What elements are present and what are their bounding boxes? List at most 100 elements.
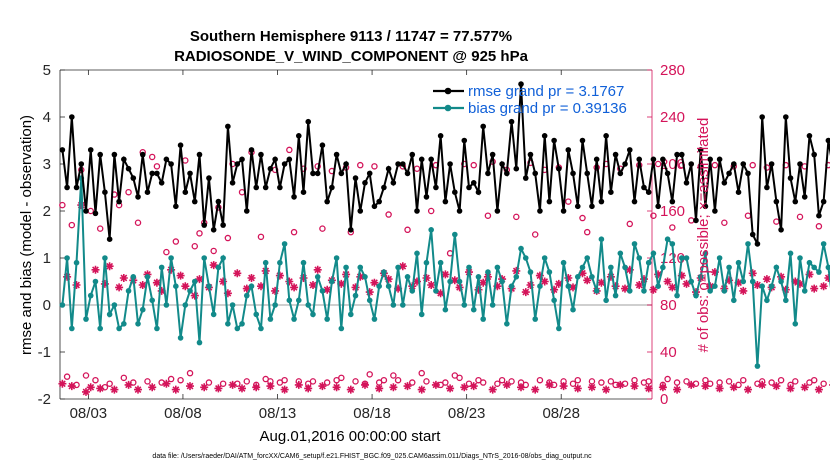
bias-point: [343, 264, 349, 271]
possible-point: [290, 228, 298, 236]
possible-point: [295, 378, 303, 385]
bias-point: [111, 302, 118, 308]
bias-point: [220, 255, 226, 261]
rmse-point: [64, 184, 70, 191]
rmse-point: [385, 165, 392, 172]
bias-point: [83, 316, 89, 322]
bias-point: [513, 274, 520, 280]
possible-point: [319, 225, 326, 232]
rmse-point: [816, 212, 822, 219]
possible-point: [148, 153, 156, 161]
left-y-tick-label: -2: [38, 391, 51, 408]
possible-point: [224, 234, 232, 242]
possible-point: [569, 380, 577, 387]
bias-point: [797, 255, 803, 261]
bias-point: [764, 297, 770, 304]
series-possible: [59, 146, 830, 391]
assimilated-point: [687, 380, 696, 389]
assimilated-point: [531, 385, 540, 394]
bias-point: [541, 255, 548, 261]
bias-point: [376, 283, 382, 290]
rmse-point: [149, 170, 156, 177]
bias-point: [64, 255, 70, 261]
rmse-point: [366, 170, 373, 177]
possible-point: [196, 230, 203, 237]
possible-point: [106, 380, 113, 387]
bias-point: [489, 302, 496, 308]
bias-point: [418, 311, 425, 318]
assimilated-point: [673, 385, 682, 394]
possible-point: [380, 376, 388, 384]
rmse-point: [622, 161, 628, 167]
right-y-tick-label: 280: [660, 62, 685, 79]
assimilated-point: [446, 384, 455, 393]
rmse-point: [731, 161, 737, 167]
bias-point: [333, 255, 340, 261]
assimilated-point: [105, 262, 114, 271]
bias-point: [234, 325, 241, 332]
rmse-point: [612, 151, 619, 158]
assimilated-point: [238, 384, 246, 393]
possible-point: [409, 379, 416, 386]
rmse-point: [333, 151, 340, 158]
x-tick-label: 08/13: [259, 405, 297, 422]
possible-point: [418, 369, 425, 377]
assimilated-point: [323, 285, 332, 294]
assimilated-point: [621, 284, 629, 293]
assimilated-point: [398, 262, 407, 271]
assimilated-point: [474, 285, 483, 294]
rmse-point: [754, 241, 761, 247]
possible-point: [423, 378, 430, 385]
rmse-point: [295, 133, 302, 139]
assimilated-point: [554, 279, 563, 288]
bias-point: [400, 302, 406, 308]
possible-point: [621, 380, 629, 387]
assimilated-point: [814, 385, 823, 394]
bias-point: [556, 325, 562, 332]
assimilated-point: [644, 384, 653, 393]
rmse-point: [187, 170, 193, 177]
series-layer: [58, 81, 830, 396]
rmse-point: [825, 137, 830, 144]
rmse-point: [404, 170, 411, 177]
rmse-point: [201, 222, 208, 228]
bias-point: [480, 316, 486, 322]
bias-point: [149, 297, 156, 304]
rmse-point: [92, 210, 99, 217]
bias-point: [740, 278, 747, 285]
possible-point: [626, 220, 634, 228]
possible-point: [692, 380, 700, 387]
bias-point: [518, 245, 524, 252]
rmse-point: [726, 170, 732, 177]
possible-point: [92, 376, 99, 384]
rmse-point: [598, 198, 605, 205]
rmse-point: [267, 165, 274, 172]
rmse-point: [650, 156, 657, 163]
possible-point: [404, 226, 411, 234]
possible-point: [579, 214, 586, 222]
x-tick-label: 08/28: [542, 405, 580, 422]
bias-point: [570, 306, 576, 313]
rmse-point: [177, 142, 184, 148]
assimilated-point: [304, 384, 313, 393]
rmse-point: [220, 222, 226, 228]
bias-point: [59, 302, 66, 308]
possible-point: [702, 376, 709, 384]
rmse-point: [466, 184, 472, 191]
rmse-point: [820, 198, 827, 205]
rmse-point: [357, 208, 364, 214]
assimilated-point: [257, 282, 265, 291]
rmse-point: [641, 184, 647, 191]
bias-point: [499, 278, 505, 285]
assimilated-point: [550, 285, 559, 294]
bias-point: [305, 302, 312, 308]
rmse-point: [97, 151, 103, 158]
bias-point: [589, 274, 595, 280]
rmse-point: [452, 189, 458, 195]
possible-point: [191, 242, 199, 250]
rmse-point: [702, 203, 709, 210]
bias-point: [565, 283, 572, 290]
rmse-point: [631, 198, 638, 205]
assimilated-point: [602, 385, 611, 394]
